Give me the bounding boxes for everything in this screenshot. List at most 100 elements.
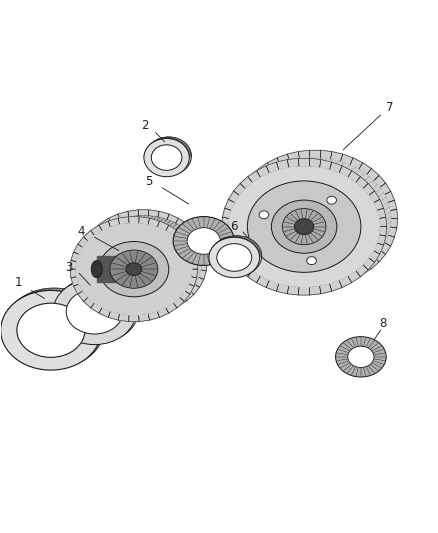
- Polygon shape: [186, 146, 188, 148]
- Polygon shape: [97, 256, 134, 282]
- Polygon shape: [176, 297, 187, 306]
- Polygon shape: [99, 318, 103, 322]
- Polygon shape: [374, 251, 385, 262]
- Polygon shape: [233, 227, 241, 237]
- Polygon shape: [124, 286, 127, 289]
- Polygon shape: [148, 312, 159, 320]
- Ellipse shape: [91, 261, 102, 278]
- Polygon shape: [385, 235, 395, 246]
- Polygon shape: [85, 278, 89, 280]
- Polygon shape: [233, 219, 239, 228]
- Polygon shape: [118, 314, 129, 321]
- Polygon shape: [330, 281, 342, 291]
- Polygon shape: [266, 162, 279, 172]
- Polygon shape: [81, 270, 88, 279]
- Polygon shape: [391, 209, 398, 219]
- Polygon shape: [209, 255, 211, 257]
- Ellipse shape: [187, 228, 220, 254]
- Polygon shape: [239, 236, 242, 238]
- Polygon shape: [125, 287, 129, 290]
- Ellipse shape: [17, 303, 85, 357]
- Polygon shape: [222, 217, 229, 227]
- Polygon shape: [154, 219, 167, 227]
- Polygon shape: [260, 255, 261, 257]
- Polygon shape: [259, 263, 271, 274]
- Polygon shape: [385, 191, 395, 202]
- Polygon shape: [155, 139, 159, 141]
- Polygon shape: [225, 199, 234, 210]
- Polygon shape: [309, 280, 321, 287]
- Polygon shape: [132, 296, 136, 300]
- Polygon shape: [55, 298, 59, 301]
- Polygon shape: [158, 138, 161, 140]
- Polygon shape: [176, 230, 188, 239]
- Polygon shape: [95, 277, 100, 279]
- Polygon shape: [183, 142, 185, 144]
- Text: 4: 4: [78, 225, 85, 238]
- Ellipse shape: [151, 145, 182, 171]
- Polygon shape: [164, 137, 167, 139]
- Polygon shape: [389, 227, 397, 237]
- Polygon shape: [135, 303, 138, 306]
- Polygon shape: [52, 288, 58, 290]
- Polygon shape: [109, 214, 120, 223]
- Polygon shape: [212, 245, 215, 247]
- Polygon shape: [58, 293, 61, 296]
- Polygon shape: [341, 273, 353, 283]
- Polygon shape: [244, 237, 247, 239]
- Polygon shape: [255, 245, 258, 247]
- Ellipse shape: [144, 139, 189, 177]
- Polygon shape: [60, 289, 66, 292]
- Ellipse shape: [173, 216, 234, 265]
- Polygon shape: [24, 293, 30, 296]
- Polygon shape: [93, 306, 97, 310]
- Polygon shape: [146, 147, 149, 149]
- Polygon shape: [7, 306, 12, 310]
- Polygon shape: [32, 290, 37, 294]
- Polygon shape: [75, 253, 85, 263]
- Polygon shape: [287, 276, 300, 286]
- Ellipse shape: [259, 211, 269, 219]
- Polygon shape: [84, 298, 89, 302]
- Polygon shape: [115, 281, 119, 284]
- Ellipse shape: [217, 244, 252, 271]
- Polygon shape: [110, 219, 123, 227]
- Polygon shape: [98, 277, 102, 279]
- Polygon shape: [224, 237, 228, 239]
- Polygon shape: [369, 251, 380, 262]
- Polygon shape: [174, 298, 184, 308]
- Polygon shape: [299, 158, 310, 166]
- Polygon shape: [258, 248, 261, 251]
- Polygon shape: [98, 313, 102, 318]
- Polygon shape: [189, 155, 191, 158]
- Polygon shape: [378, 208, 386, 219]
- Polygon shape: [71, 282, 75, 285]
- Polygon shape: [350, 269, 363, 279]
- Polygon shape: [129, 316, 139, 321]
- Polygon shape: [258, 249, 261, 252]
- Polygon shape: [193, 259, 202, 269]
- Polygon shape: [240, 265, 252, 277]
- Polygon shape: [192, 256, 202, 266]
- Polygon shape: [84, 230, 94, 240]
- Polygon shape: [174, 230, 184, 240]
- Polygon shape: [268, 269, 280, 279]
- Polygon shape: [233, 259, 245, 270]
- Polygon shape: [229, 251, 239, 262]
- Polygon shape: [189, 153, 191, 156]
- Ellipse shape: [53, 279, 136, 345]
- Polygon shape: [378, 235, 386, 245]
- Polygon shape: [213, 244, 216, 246]
- Polygon shape: [128, 290, 132, 294]
- Polygon shape: [117, 217, 131, 224]
- Polygon shape: [89, 303, 94, 306]
- Ellipse shape: [247, 181, 361, 272]
- Polygon shape: [185, 144, 187, 147]
- Polygon shape: [223, 208, 230, 219]
- Ellipse shape: [56, 277, 139, 343]
- Polygon shape: [91, 277, 96, 279]
- Polygon shape: [235, 236, 238, 237]
- Polygon shape: [18, 297, 23, 300]
- Polygon shape: [251, 257, 263, 269]
- Polygon shape: [331, 276, 343, 286]
